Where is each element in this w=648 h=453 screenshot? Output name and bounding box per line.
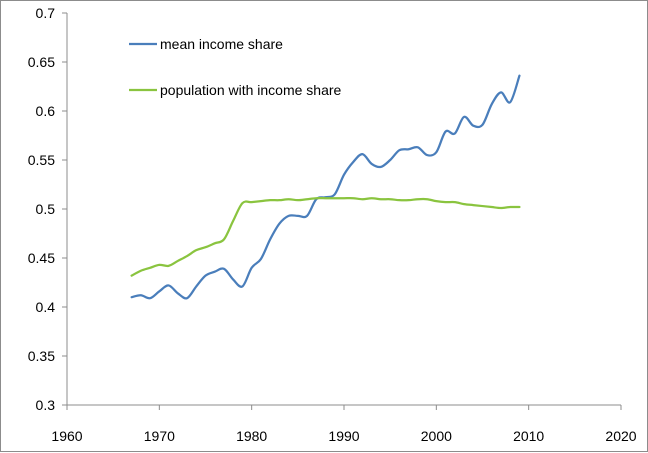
y-tick-label: 0.3 [36, 397, 56, 413]
y-tick-label: 0.7 [36, 5, 56, 21]
legend-label-mean-income-share: mean income share [160, 36, 283, 52]
y-tick-label: 0.5 [36, 201, 56, 217]
series-line-mean-income-share [130, 74, 521, 300]
x-tick-label: 1960 [51, 428, 82, 444]
x-tick-label: 2020 [605, 428, 636, 444]
y-tick-label: 0.4 [36, 299, 56, 315]
x-tick-label: 1990 [328, 428, 359, 444]
y-tick-label: 0.6 [36, 103, 56, 119]
y-tick-label: 0.35 [28, 348, 55, 364]
x-tick-label: 2000 [421, 428, 452, 444]
x-tick-label: 1970 [144, 428, 175, 444]
axes [62, 12, 622, 410]
y-tick-label: 0.55 [28, 152, 55, 168]
y-tick-label: 0.65 [28, 54, 55, 70]
series-line-population-with-income-share [130, 197, 521, 277]
legend: mean income share population with income … [129, 36, 342, 98]
legend-label-population-with-income-share: population with income share [160, 82, 342, 98]
series-lines [130, 74, 521, 300]
y-tick-label: 0.45 [28, 250, 55, 266]
tick-labels: 0.3 0.35 0.4 0.45 0.5 0.55 0.6 0.65 0.7 1960 1970 1… [28, 5, 637, 444]
x-tick-label: 2010 [513, 428, 544, 444]
x-tick-label: 1980 [236, 428, 267, 444]
